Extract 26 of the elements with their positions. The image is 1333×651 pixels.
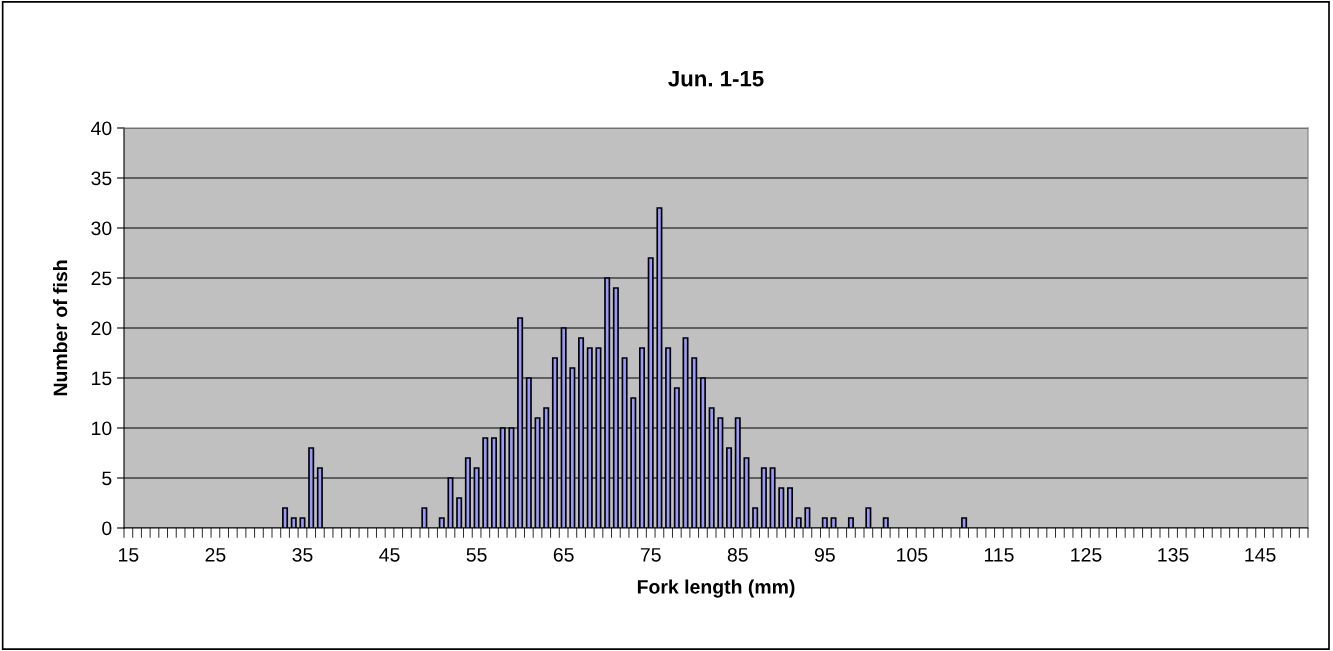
y-tick-label: 30 xyxy=(91,221,112,236)
x-tick-label: 135 xyxy=(1158,547,1189,562)
y-tick-label: 35 xyxy=(91,171,112,186)
y-tick-label: 10 xyxy=(92,421,112,436)
y-tick-label: 0 xyxy=(102,521,112,536)
x-tick-label: 45 xyxy=(379,548,400,562)
x-tick-label: 95 xyxy=(814,547,835,562)
chart-title: Jun. 1-15 xyxy=(668,71,764,87)
y-axis-title: Number of fish xyxy=(53,260,68,396)
y-tick-label: 20 xyxy=(91,321,112,336)
x-tick-label: 115 xyxy=(984,548,1014,562)
x-tick-label: 125 xyxy=(1071,547,1102,562)
y-tick-label: 40 xyxy=(91,121,112,136)
x-axis-title: Fork length (mm) xyxy=(637,579,795,598)
x-tick-label: 15 xyxy=(119,548,139,562)
x-tick-label: 35 xyxy=(292,547,313,562)
x-tick-label: 105 xyxy=(897,547,928,562)
y-tick-label: 15 xyxy=(92,371,112,386)
y-tick-label: 25 xyxy=(91,271,112,286)
x-tick-label: 25 xyxy=(205,547,226,562)
x-tick-label: 65 xyxy=(553,547,574,562)
x-tick-label: 145 xyxy=(1245,548,1276,562)
x-tick-label: 55 xyxy=(466,548,487,562)
x-tick-label: 75 xyxy=(640,548,661,562)
y-tick-label: 5 xyxy=(102,471,112,486)
x-tick-label: 85 xyxy=(727,547,748,562)
